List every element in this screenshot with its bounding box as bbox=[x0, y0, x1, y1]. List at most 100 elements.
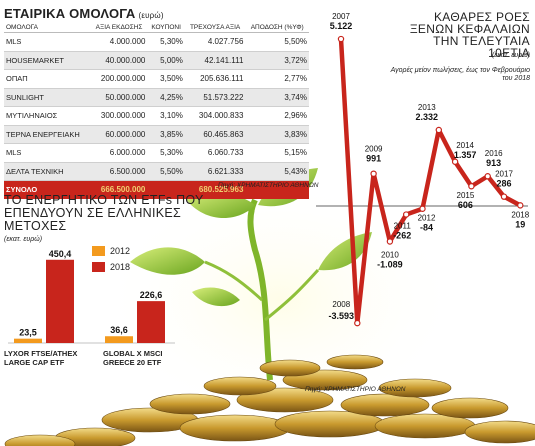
flows-data-label: -84 bbox=[420, 223, 433, 233]
flows-year-label: 2014 bbox=[456, 141, 474, 150]
table-cell: 60.000.000 bbox=[90, 125, 148, 144]
flows-point-2009 bbox=[370, 170, 377, 177]
table-cell: 5,15% bbox=[245, 143, 309, 163]
flows-year-label: 2008 bbox=[332, 300, 350, 309]
flows-point-2012 bbox=[419, 205, 426, 212]
header-bond: ΟΜΟΛΟΓΑ bbox=[4, 23, 91, 33]
bonds-table-title: ΕΤΑΙΡΙΚΑ ΟΜΟΛΟΓΑ (ευρώ) bbox=[4, 6, 164, 21]
table-cell: 200.000.000 bbox=[90, 69, 148, 89]
table-cell: 3,74% bbox=[245, 88, 309, 107]
legend-swatch-2018 bbox=[92, 262, 105, 272]
flows-point-2011 bbox=[403, 211, 410, 218]
table-cell: HOUSEMARKET bbox=[4, 51, 91, 70]
table-row: ΜΥΤΙΛΗΝΑΙΟΣ 300.000.000 3,10% 304.000.833 2,… bbox=[4, 106, 309, 126]
bonds-table-header-row: ΟΜΟΛΟΓΑ ΑΞΙΑ ΕΚΔΟΣΗΣ ΚΟΥΠΟΝΙ ΤΡΕΧΟΥΣΑ ΑΞ… bbox=[4, 23, 309, 33]
etf-bar-2018-0 bbox=[46, 259, 74, 343]
table-cell: 5,30% bbox=[147, 32, 185, 52]
legend-swatch-2012 bbox=[92, 246, 105, 256]
table-row: MLS 6.000.000 5,30% 6.060.733 5,15% bbox=[4, 143, 309, 163]
table-cell: ΔΕΛΤΑ ΤΕΧΝΙΚΗ bbox=[4, 162, 91, 181]
table-total-cell: ΣΥΝΟΛΟ bbox=[4, 180, 91, 199]
table-cell: 3,72% bbox=[245, 51, 309, 70]
etf-category-label-globalx: GLOBAL X MSCI GREECE 20 ETF bbox=[103, 349, 163, 367]
table-cell: 50.000.000 bbox=[90, 88, 148, 107]
flows-chart-subtitle: Αγορές μείον πωλήσεις, έως τον Φεβρουάρι… bbox=[390, 67, 530, 82]
table-cell: 4.027.756 bbox=[184, 32, 246, 52]
table-cell: 5,50% bbox=[147, 162, 185, 181]
etf-bar-2012-1 bbox=[105, 336, 133, 343]
table-cell: ΤΕΡΝΑ ΕΝΕΡΓΕΙΑΚΗ bbox=[4, 125, 91, 144]
flows-year-label: 2009 bbox=[365, 145, 383, 154]
etf-data-label: 450,4 bbox=[49, 249, 72, 259]
flows-point-2017 bbox=[500, 193, 508, 200]
legend-item-2012: 2012 bbox=[92, 243, 130, 259]
etf-data-label: 226,6 bbox=[140, 290, 163, 300]
table-total-cell bbox=[245, 180, 309, 199]
bonds-table: ΟΜΟΛΟΓΑ ΑΞΙΑ ΕΚΔΟΣΗΣ ΚΟΥΠΟΝΙ ΤΡΕΧΟΥΣΑ ΑΞ… bbox=[4, 23, 309, 199]
flows-year-label: 2011 bbox=[394, 222, 412, 231]
flows-series-line bbox=[338, 38, 522, 326]
flows-year-label: 2017 bbox=[495, 170, 513, 179]
flows-point-2013 bbox=[435, 126, 442, 134]
header-current-value: ΤΡΕΧΟΥΣΑ ΑΞΙΑ bbox=[184, 23, 246, 33]
flows-data-label: 5.122 bbox=[330, 21, 353, 31]
header-yield: ΑΠΟΔΟΣΗ (%ΥΦ) bbox=[245, 23, 309, 33]
flows-data-label: 1.357 bbox=[454, 150, 477, 160]
table-cell: 3,50% bbox=[147, 69, 185, 89]
flows-point-2007 bbox=[337, 35, 345, 43]
table-cell: 5,30% bbox=[147, 143, 185, 163]
etf-data-label: 23,5 bbox=[19, 328, 37, 338]
etf-category-label-lyxor: LYXOR FTSE/ATHEX LARGE CAP ETF bbox=[4, 349, 78, 367]
flows-data-label: 286 bbox=[496, 179, 511, 189]
flows-data-label: 913 bbox=[486, 158, 501, 168]
flows-chart-unit: (εκατ. ευρώ) bbox=[491, 52, 530, 59]
table-cell: 4.000.000 bbox=[90, 32, 148, 52]
table-row: SUNLIGHT 50.000.000 4,25% 51.573.222 3,74% bbox=[4, 88, 309, 107]
flows-chart-title: ΚΑΘΑΡΕΣ ΡΟΕΣ ΞΕΝΩΝ ΚΕΦΑΛΑΙΩΝ ΤΗΝ ΤΕΛΕΥΤΑ… bbox=[409, 10, 530, 60]
table-row: ΤΕΡΝΑ ΕΝΕΡΓΕΙΑΚΗ 60.000.000 3,85% 60.465.86… bbox=[4, 125, 309, 144]
table-cell: 40.000.000 bbox=[90, 51, 148, 70]
table-total-cell: 666.500.000 bbox=[90, 180, 148, 199]
table-cell: 300.000.000 bbox=[90, 106, 148, 126]
table-total-row: ΣΥΝΟΛΟ 666.500.000 680.525.963 bbox=[4, 180, 309, 199]
legend-item-2018: 2018 bbox=[92, 259, 130, 275]
table-cell: 6.000.000 bbox=[90, 143, 148, 163]
table-cell: 3,85% bbox=[147, 125, 185, 144]
flows-point-2008 bbox=[354, 319, 361, 327]
flows-data-label: 991 bbox=[366, 154, 381, 164]
table-cell: 5,50% bbox=[245, 32, 309, 52]
table-cell: 5,00% bbox=[147, 51, 185, 70]
table-cell: MLS bbox=[4, 32, 91, 52]
legend-label-2012: 2012 bbox=[110, 246, 131, 256]
flows-year-label: 2012 bbox=[418, 214, 436, 223]
bonds-table-panel: ΕΤΑΙΡΙΚΑ ΟΜΟΛΟΓΑ (ευρώ) ΟΜΟΛΟΓΑ ΑΞΙΑ ΕΚΔΟ… bbox=[4, 6, 309, 199]
flows-year-label: 2018 bbox=[511, 210, 529, 219]
flows-year-label: 2016 bbox=[485, 149, 503, 158]
bonds-table-unit: (ευρώ) bbox=[138, 11, 164, 20]
table-cell: ΟΠΑΠ bbox=[4, 69, 91, 89]
flows-data-label: -262 bbox=[393, 231, 411, 241]
table-cell: 6.621.333 bbox=[184, 162, 246, 181]
table-cell: 2,77% bbox=[245, 69, 309, 89]
table-total-cell: 680.525.963 bbox=[184, 180, 246, 199]
table-total-cell bbox=[147, 180, 185, 199]
header-coupon: ΚΟΥΠΟΝΙ bbox=[147, 23, 185, 33]
table-cell: 6.060.733 bbox=[184, 143, 246, 163]
table-cell: 51.573.222 bbox=[184, 88, 246, 107]
flows-source-note: Πηγή: ΧΡΗΜΑΤΙΣΤΗΡΙΟ ΑΘΗΝΩΝ bbox=[305, 386, 406, 393]
flows-point-2016 bbox=[484, 173, 491, 180]
flows-data-label: -3.593 bbox=[329, 311, 355, 321]
flows-year-label: 2010 bbox=[381, 251, 399, 260]
flows-year-label: 2015 bbox=[457, 191, 475, 200]
legend-label-2018: 2018 bbox=[110, 262, 131, 272]
table-cell: 60.465.863 bbox=[184, 125, 246, 144]
table-cell: SUNLIGHT bbox=[4, 88, 91, 107]
header-issue-value: ΑΞΙΑ ΕΚΔΟΣΗΣ bbox=[90, 23, 148, 33]
table-cell: 42.141.111 bbox=[184, 51, 246, 70]
flows-data-label: 19 bbox=[515, 219, 525, 229]
etf-data-label: 36,6 bbox=[110, 325, 128, 335]
table-cell: 4,25% bbox=[147, 88, 185, 107]
table-cell: 3,83% bbox=[245, 125, 309, 144]
